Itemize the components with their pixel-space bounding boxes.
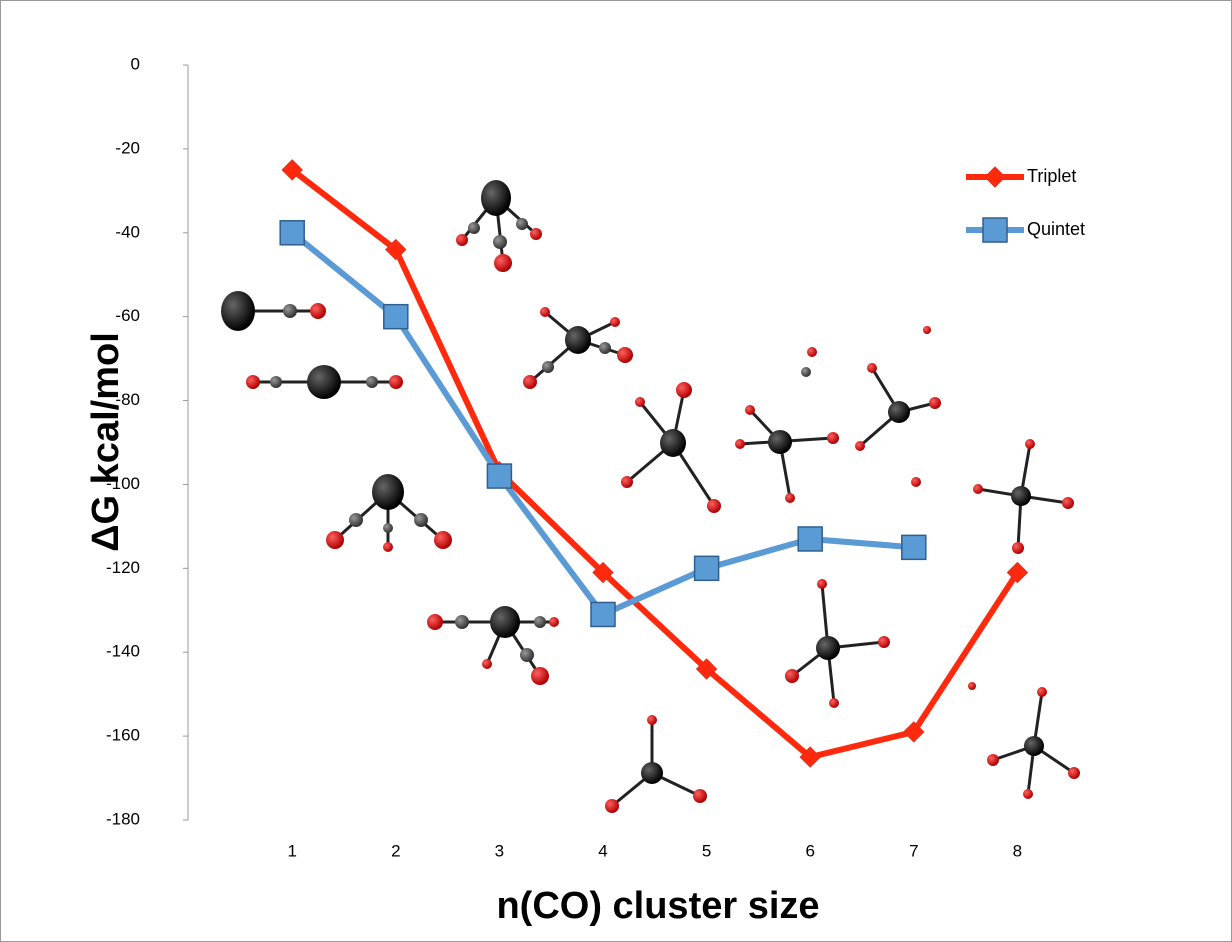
y-tick-label: -20 [115,138,140,157]
x-axis-title: n(CO) cluster size [496,885,819,927]
x-tick-label: 2 [391,841,400,860]
marker [592,561,614,584]
x-tick-label: 6 [805,841,814,860]
x-tick-label: 5 [702,841,711,860]
series-line [290,167,1020,761]
marker [903,721,925,743]
molecules [221,180,1080,813]
y-axis-title: ΔG kcal/mol [85,332,127,552]
legend: Triplet Quintet [966,166,1085,243]
marker [799,746,821,768]
x-tick-label: 7 [909,841,918,860]
marker [385,238,407,261]
y-tick-label: -100 [106,474,140,493]
marker [279,220,305,246]
y-tick-label: -180 [106,809,140,828]
marker [281,159,303,181]
x-tick-label: 4 [598,841,607,860]
marker [901,534,927,561]
y-tick-label: -80 [115,390,140,409]
x-tick-label: 8 [1013,841,1022,860]
x-tick-label: 1 [287,841,296,860]
marker [982,217,1008,243]
legend-label: Quintet [1027,219,1085,239]
y-tick-label: 0 [131,54,140,73]
x-tick-label: 3 [495,841,504,860]
marker [1006,561,1029,584]
marker [383,303,409,330]
y-tick-label: -60 [115,306,140,325]
y-tick-label: -120 [106,558,140,577]
y-tick-label: -160 [106,726,140,745]
marker [695,658,718,680]
marker [693,555,720,582]
marker [486,463,513,489]
legend-label: Triplet [1027,166,1076,186]
marker [797,526,823,552]
marker [984,166,1006,188]
y-tick-label: -40 [115,222,140,241]
y-tick-label: -140 [106,642,140,661]
marker [590,601,616,628]
